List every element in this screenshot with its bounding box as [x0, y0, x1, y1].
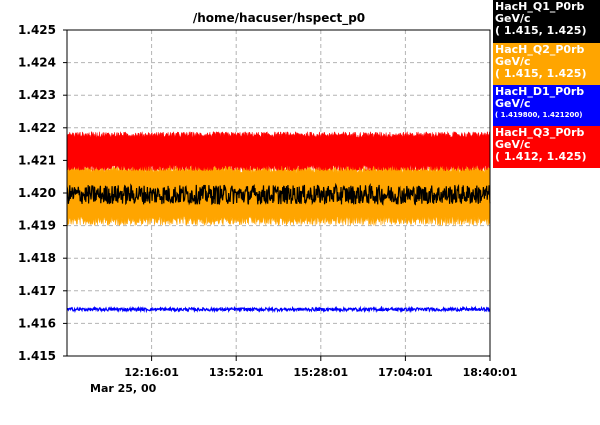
legend-series-range: ( 1.415, 1.425)	[495, 67, 587, 80]
legend-entry-q3: HacH_Q3_P0rb GeV/c ( 1.412, 1.425)	[493, 126, 600, 168]
legend-series-range: ( 1.412, 1.425)	[495, 150, 587, 163]
series-layer	[66, 130, 491, 314]
y-axis: 1.415 1.416 1.417 1.418 1.419 1.420 1.421 1.422…	[18, 23, 67, 363]
x-tick-label: 15:28:01	[293, 366, 348, 379]
y-tick-label: 1.419	[18, 219, 56, 233]
y-tick-label: 1.415	[18, 349, 56, 363]
y-tick-label: 1.421	[18, 153, 56, 167]
series-band	[66, 130, 491, 172]
x-tick-label: 17:04:01	[378, 366, 433, 379]
series-HacH_Q1_P0rb	[66, 182, 491, 206]
series-HacH_D1_P0rb	[66, 305, 491, 314]
y-tick-label: 1.424	[18, 56, 56, 70]
legend-series-name: HacH_Q2_P0rb	[495, 43, 585, 56]
y-tick-label: 1.418	[18, 251, 56, 265]
series-line	[66, 305, 491, 314]
legend-series-unit: GeV/c	[495, 138, 531, 151]
legend-series-name: HacH_Q3_P0rb	[495, 126, 585, 139]
legend-series-unit: GeV/c	[495, 12, 531, 25]
y-tick-label: 1.416	[18, 316, 56, 330]
legend-series-range: ( 1.419800, 1.421200)	[495, 111, 583, 119]
x-tick-label: 18:40:01	[463, 366, 518, 379]
series-HacH_Q3_P0rb	[66, 130, 491, 172]
legend-series-range: ( 1.415, 1.425)	[495, 24, 587, 37]
y-tick-label: 1.422	[18, 121, 56, 135]
x-axis-date-label: Mar 25, 00	[90, 382, 157, 395]
legend-series-name: HacH_D1_P0rb	[495, 85, 585, 98]
x-tick-label: 12:16:01	[124, 366, 179, 379]
y-tick-label: 1.417	[18, 284, 56, 298]
legend-series-name: HacH_Q1_P0rb	[495, 0, 585, 13]
legend-entry-d1: HacH_D1_P0rb GeV/c ( 1.419800, 1.421200)	[493, 85, 600, 126]
y-tick-label: 1.420	[18, 186, 56, 200]
legend-entry-q1: HacH_Q1_P0rb GeV/c ( 1.415, 1.425)	[493, 0, 600, 43]
x-tick-label: 13:52:01	[209, 366, 264, 379]
series-line	[66, 182, 491, 206]
x-axis: 12:16:01 13:52:01 15:28:01 17:04:01 18:40:01	[124, 356, 517, 379]
y-tick-label: 1.425	[18, 23, 56, 37]
y-tick-label: 1.423	[18, 88, 56, 102]
legend-entry-q2: HacH_Q2_P0rb GeV/c ( 1.415, 1.425)	[493, 43, 600, 85]
legend-series-unit: GeV/c	[495, 55, 531, 68]
chart-title: /home/hacuser/hspect_p0	[193, 11, 365, 26]
legend-series-unit: GeV/c	[495, 97, 531, 110]
